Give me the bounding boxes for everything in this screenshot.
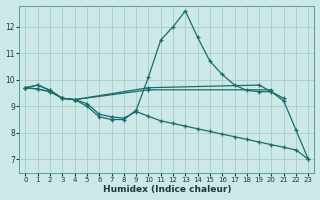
X-axis label: Humidex (Indice chaleur): Humidex (Indice chaleur) [103, 185, 231, 194]
